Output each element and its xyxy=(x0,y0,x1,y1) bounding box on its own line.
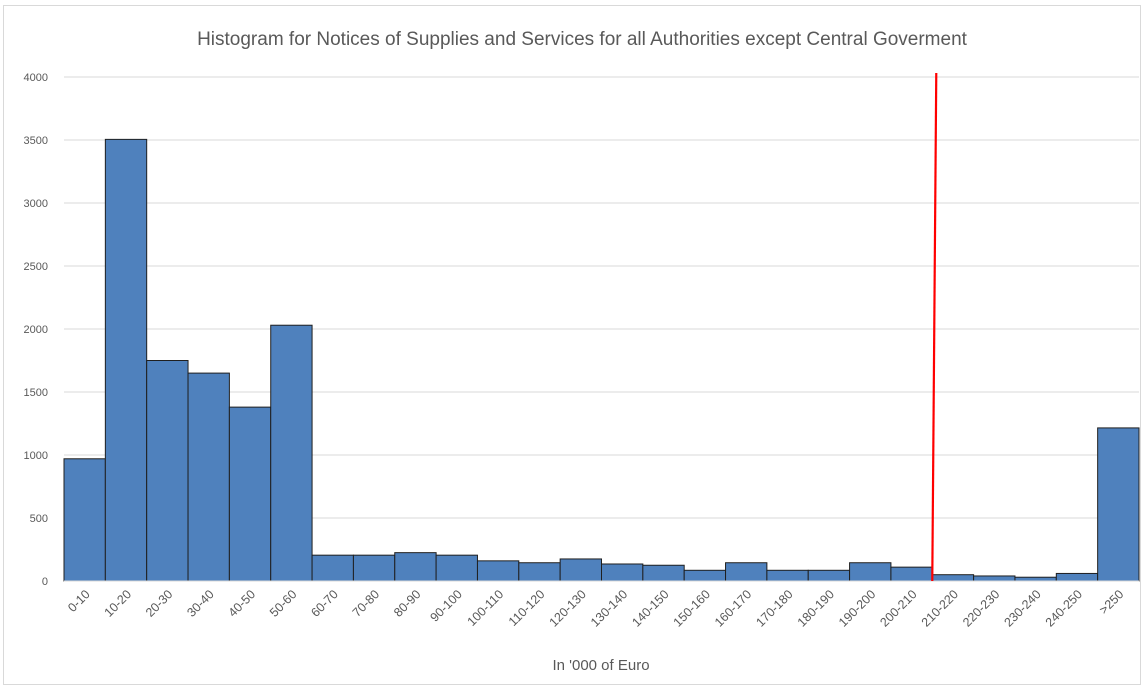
x-tick-label: 180-190 xyxy=(795,587,837,629)
bar xyxy=(890,566,933,582)
chart-title: Histogram for Notices of Supplies and Se… xyxy=(197,29,968,50)
y-tick-label: 1000 xyxy=(24,450,48,462)
bar xyxy=(931,574,975,582)
bar xyxy=(642,564,685,582)
bar xyxy=(1014,576,1057,582)
x-tick-label: 120-130 xyxy=(547,587,589,629)
x-tick-label: 10-20 xyxy=(102,587,135,620)
x-tick-label: >250 xyxy=(1097,587,1127,617)
x-tick-label: 80-90 xyxy=(391,587,424,620)
bar xyxy=(311,554,354,582)
bar xyxy=(435,554,478,582)
bar xyxy=(849,562,892,582)
x-tick-label: 60-70 xyxy=(308,587,341,620)
bar xyxy=(725,562,768,582)
bar xyxy=(683,569,727,582)
bar xyxy=(1097,427,1140,582)
x-tick-label: 220-230 xyxy=(960,587,1002,629)
x-tick-label: 110-120 xyxy=(506,587,548,629)
x-tick-label: 70-80 xyxy=(350,587,383,620)
bar xyxy=(394,552,437,582)
y-axis-ticks: 0 500 1000 1500 2000 2500 3000 3500 4000 xyxy=(24,72,48,588)
y-tick-label: 2000 xyxy=(24,324,48,336)
reference-line xyxy=(931,72,938,582)
bar xyxy=(270,324,313,582)
bars xyxy=(63,138,1140,582)
y-tick-label: 1500 xyxy=(24,387,48,399)
x-tick-label: 130-140 xyxy=(588,587,630,629)
x-tick-label: 40-50 xyxy=(226,587,259,620)
bar xyxy=(63,458,106,582)
x-tick-label: 200-210 xyxy=(877,587,919,629)
x-tick-label: 210-220 xyxy=(919,587,961,629)
y-tick-label: 0 xyxy=(42,576,48,588)
x-tick-label: 30-40 xyxy=(184,587,217,620)
x-tick-label: 90-100 xyxy=(427,587,464,624)
x-tick-label: 150-160 xyxy=(671,587,713,629)
y-tick-label: 2500 xyxy=(24,261,48,273)
bar xyxy=(973,575,1016,582)
x-axis-ticks: 0-10 10-20 20-30 30-40 40-50 50-60 60-70 70-80 8… xyxy=(65,587,1126,629)
bar xyxy=(352,554,396,582)
bar xyxy=(807,569,851,582)
x-axis-label: In '000 of Euro xyxy=(552,657,649,674)
bar xyxy=(228,406,272,582)
bar xyxy=(601,563,644,582)
bar xyxy=(187,372,230,582)
y-tick-label: 4000 xyxy=(24,72,48,84)
bar xyxy=(104,138,148,582)
x-tick-label: 100-110 xyxy=(465,587,507,629)
x-tick-label: 230-240 xyxy=(1001,587,1043,629)
x-tick-label: 160-170 xyxy=(712,587,754,629)
bar xyxy=(766,569,809,582)
x-tick-label: 0-10 xyxy=(65,587,93,615)
y-tick-label: 3500 xyxy=(24,135,48,147)
x-tick-label: 140-150 xyxy=(629,587,671,629)
x-tick-label: 240-250 xyxy=(1043,587,1085,629)
x-tick-label: 190-200 xyxy=(836,587,878,629)
bar xyxy=(1055,572,1099,582)
bar xyxy=(476,560,520,582)
y-tick-label: 500 xyxy=(30,513,48,525)
x-tick-label: 170-180 xyxy=(753,587,795,629)
y-tick-label: 3000 xyxy=(24,198,48,210)
x-tick-label: 20-30 xyxy=(143,587,176,620)
bar xyxy=(559,558,603,582)
bar xyxy=(146,360,189,582)
x-tick-label: 50-60 xyxy=(267,587,300,620)
bar xyxy=(518,562,561,582)
